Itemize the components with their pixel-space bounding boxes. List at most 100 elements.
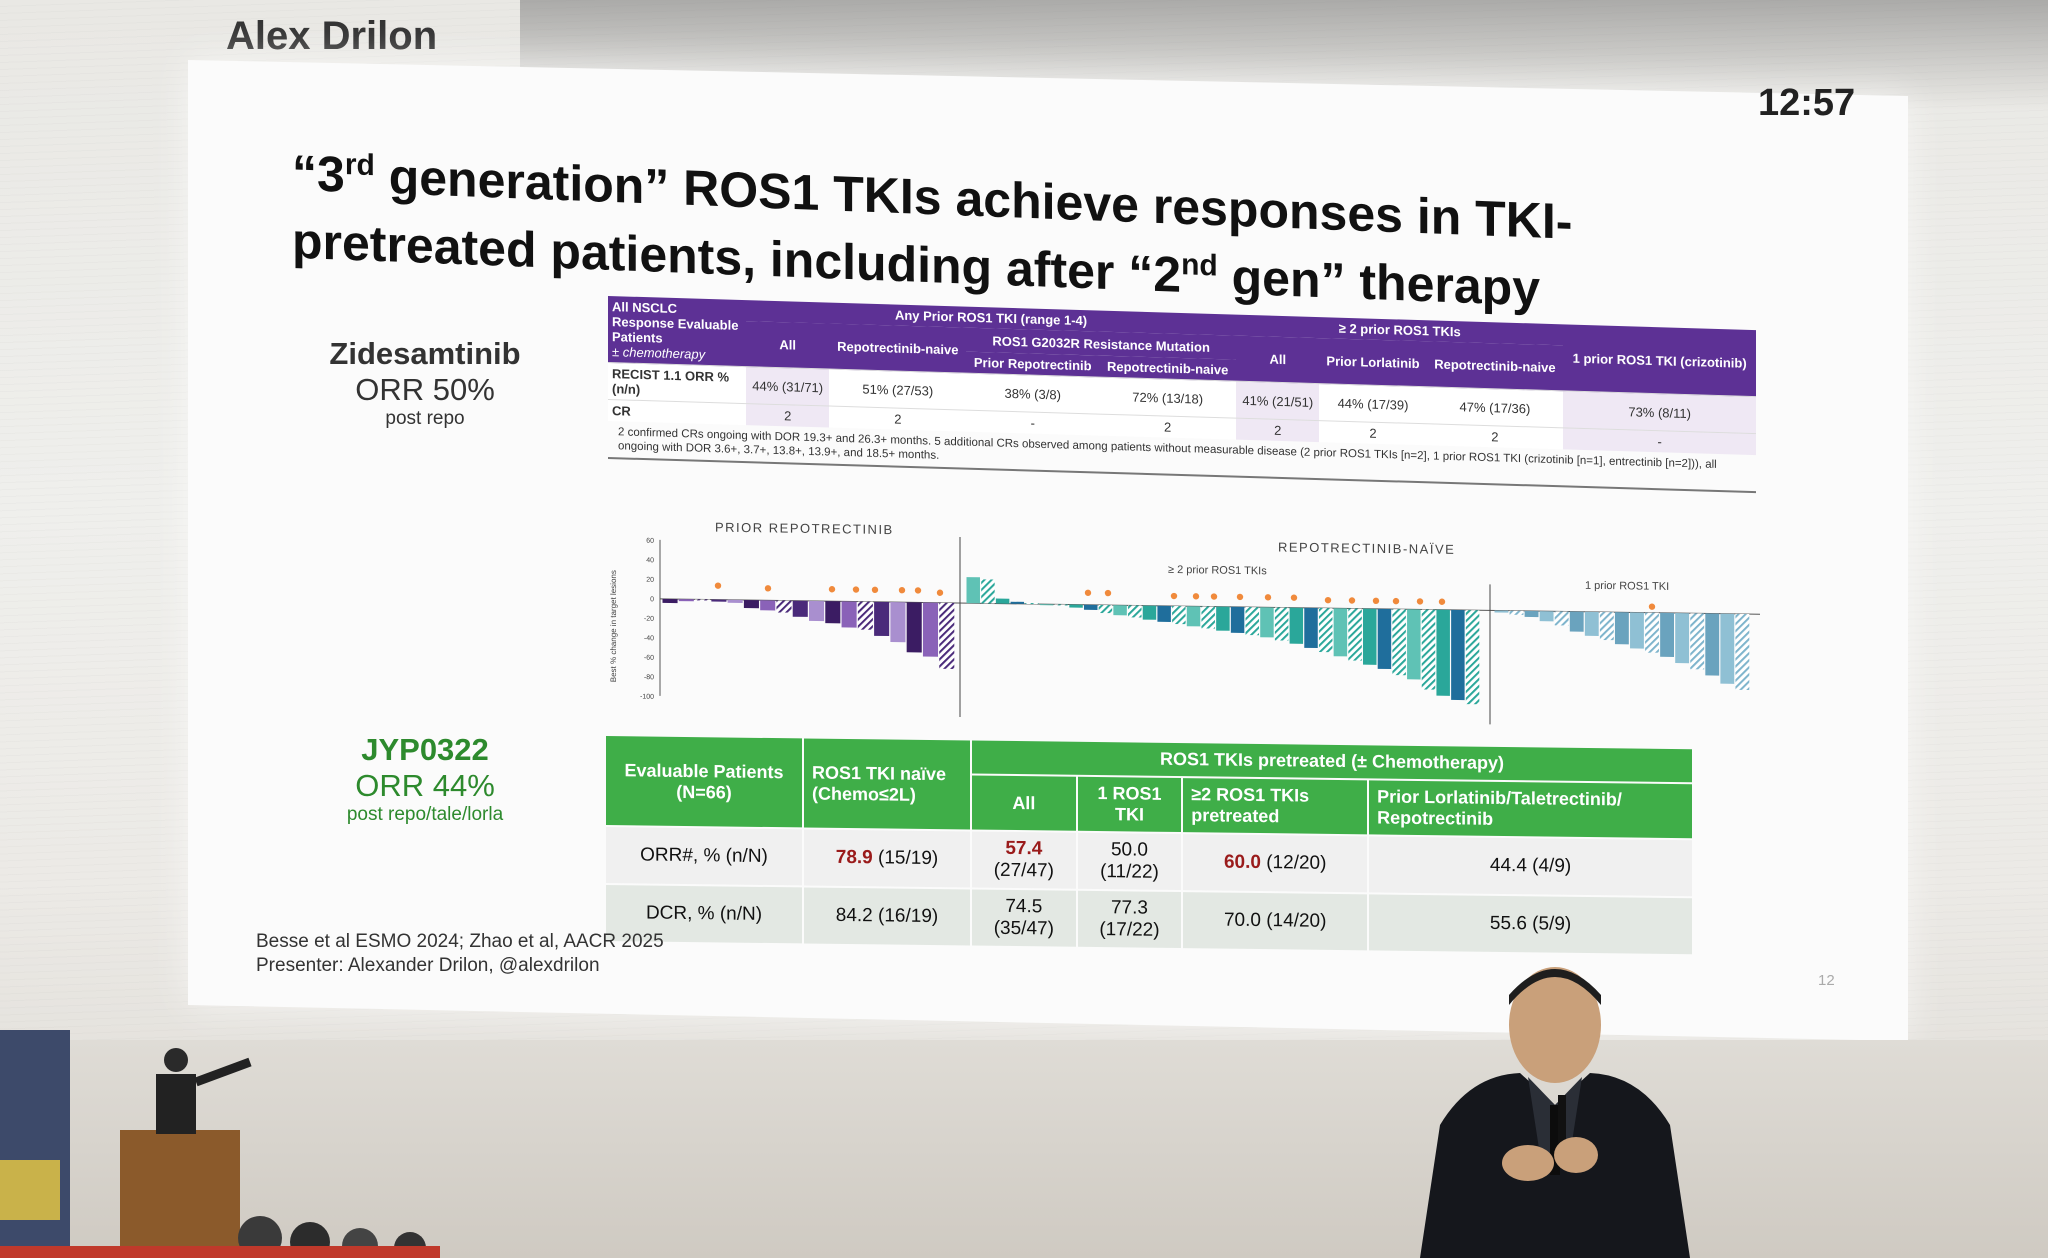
drug-name: Zidesamtinib bbox=[329, 336, 521, 371]
column-header: Evaluable Patients (N=66) bbox=[606, 736, 802, 828]
timer-clock: 12:57 bbox=[1758, 82, 1856, 124]
drug-note: post repo/tale/lorla bbox=[346, 804, 504, 825]
response-marker bbox=[828, 586, 836, 593]
waterfall-bar bbox=[1025, 602, 1039, 605]
references: Besse et al ESMO 2024; Zhao et al, AACR … bbox=[256, 930, 664, 978]
waterfall-bar bbox=[906, 602, 922, 653]
presenter-photo bbox=[1420, 967, 1690, 1258]
stage-graphic bbox=[0, 1030, 440, 1258]
waterfall-bar bbox=[727, 599, 743, 603]
waterfall-bar bbox=[1304, 607, 1318, 649]
y-tick-label: -60 bbox=[644, 655, 654, 662]
waterfall-bar bbox=[1186, 606, 1201, 627]
table-row: ORR#, % (n/N) 78.9 (15/19) 57.4 (27/47) … bbox=[606, 827, 1692, 897]
presenter-hand bbox=[1502, 1145, 1554, 1181]
response-marker bbox=[914, 587, 922, 594]
y-tick-label: -100 bbox=[640, 694, 654, 701]
waterfall-bar bbox=[1539, 611, 1554, 622]
waterfall-bar bbox=[1201, 606, 1215, 629]
waterfall-bar bbox=[1216, 606, 1230, 631]
response-marker bbox=[1372, 597, 1380, 605]
waterfall-bar bbox=[1069, 604, 1083, 608]
row-label: RECIST 1.1 ORR % (n/n) bbox=[608, 362, 746, 404]
response-marker bbox=[1648, 603, 1656, 610]
waterfall-bar bbox=[1720, 613, 1735, 684]
table-row: DCR, % (n/N) 84.2 (16/19) 74.5 (35/47) 7… bbox=[606, 885, 1692, 955]
cell: 55.6 (5/9) bbox=[1369, 894, 1692, 955]
waterfall-bar bbox=[1599, 611, 1614, 641]
waterfall-bar bbox=[966, 577, 980, 604]
response-marker bbox=[898, 587, 906, 594]
response-marker bbox=[1236, 593, 1244, 601]
waterfall-bar bbox=[1614, 612, 1629, 645]
drug-name: JYP0322 bbox=[361, 732, 489, 767]
waterfall-bar bbox=[1098, 604, 1113, 614]
y-ticks: 60 40 20 0 -20 -40 -60 -80 -100 bbox=[640, 538, 654, 701]
waterfall-bar bbox=[1113, 605, 1127, 616]
label-prior-repotrectinib: PRIOR REPOTRECTINIB bbox=[715, 520, 894, 537]
orr-cell: 51% (27/53) bbox=[829, 369, 967, 411]
figure-head bbox=[164, 1048, 188, 1072]
column-header: All bbox=[1236, 335, 1320, 384]
waterfall-bar bbox=[890, 602, 906, 643]
waterfall-bar bbox=[792, 600, 808, 617]
stage-floor bbox=[0, 1040, 2048, 1258]
drug-summary-jyp0322: JYP0322 ORR 44% post repo/tale/lorla bbox=[290, 732, 560, 826]
response-marker bbox=[1348, 597, 1356, 604]
graphic-panel bbox=[0, 1160, 60, 1220]
waterfall-bar bbox=[1230, 606, 1245, 633]
waterfall-bar bbox=[1569, 611, 1584, 632]
waterfall-bar bbox=[1554, 611, 1569, 626]
label-one-prior: 1 prior ROS1 TKI bbox=[1585, 580, 1669, 593]
waterfall-bar bbox=[1260, 607, 1274, 638]
response-marker bbox=[1416, 598, 1424, 605]
orr-cell: 72% (13/18) bbox=[1099, 377, 1237, 419]
waterfall-bar bbox=[1245, 607, 1260, 636]
waterfall-bar bbox=[1509, 610, 1524, 615]
y-tick-label: -80 bbox=[644, 674, 654, 681]
label-repotrectinib-naive: REPOTRECTINIB-NAÏVE bbox=[1278, 539, 1455, 556]
response-marker bbox=[1104, 589, 1112, 597]
waterfall-bar bbox=[1348, 608, 1362, 661]
column-header: All bbox=[972, 775, 1076, 831]
response-marker bbox=[852, 586, 860, 593]
waterfall-bar bbox=[874, 601, 890, 637]
waterfall-bar bbox=[1705, 613, 1720, 676]
response-marker bbox=[1084, 589, 1092, 597]
cell: 50.0 (11/22) bbox=[1077, 832, 1182, 891]
waterfall-bar bbox=[743, 600, 759, 609]
waterfall-bar bbox=[1735, 613, 1750, 691]
graphic-panel bbox=[0, 1030, 70, 1258]
presenter-head bbox=[1509, 967, 1601, 1083]
cell: 70.0 (14/20) bbox=[1183, 892, 1368, 951]
response-marker bbox=[936, 589, 944, 596]
response-marker bbox=[1290, 594, 1298, 601]
cell: 77.3 (17/22) bbox=[1077, 890, 1182, 949]
waterfall-bar bbox=[1172, 605, 1186, 625]
response-marker bbox=[714, 582, 722, 589]
cr-cell: 2 bbox=[1319, 420, 1427, 446]
response-marker bbox=[1170, 592, 1178, 600]
response-marker bbox=[1210, 593, 1218, 600]
column-header: Prior Lorlatinib bbox=[1319, 338, 1427, 387]
waterfall-bar bbox=[776, 600, 792, 613]
cell: 60.0 (12/20) bbox=[1183, 834, 1368, 893]
waterfall-bar bbox=[1421, 609, 1436, 690]
column-header: Repotrectinib-naive bbox=[829, 323, 967, 374]
cell: 44.4 (4/9) bbox=[1369, 836, 1692, 897]
orr-cell: 47% (17/36) bbox=[1426, 386, 1564, 428]
waterfall-bar bbox=[857, 601, 873, 630]
waterfall-bar bbox=[1377, 608, 1392, 670]
reference-line: Besse et al ESMO 2024; Zhao et al, AACR … bbox=[256, 931, 664, 952]
cell: 84.2 (16/19) bbox=[804, 887, 970, 946]
y-tick-label: 20 bbox=[646, 577, 654, 584]
stage-trim bbox=[0, 1246, 440, 1258]
waterfall-bar bbox=[981, 579, 995, 604]
waterfall-bar bbox=[1407, 609, 1421, 680]
table-corner-header: All NSCLC Response Evaluable Patients ± … bbox=[608, 296, 746, 367]
response-marker bbox=[1438, 598, 1446, 605]
waterfall-bar bbox=[1274, 607, 1289, 641]
orr-cell: 41% (21/51) bbox=[1236, 381, 1320, 421]
y-tick-label: 40 bbox=[646, 557, 654, 564]
waterfall-bars bbox=[662, 577, 1750, 705]
